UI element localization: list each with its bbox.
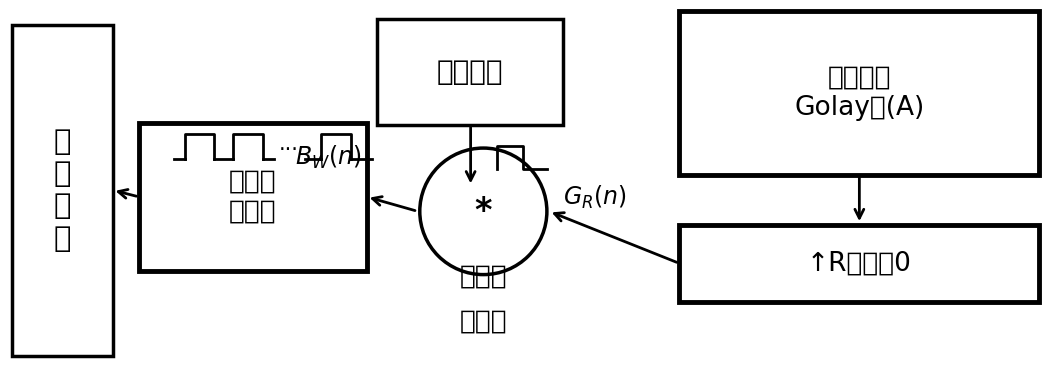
- Bar: [12, 24, 113, 356]
- Text: $G_R(n)$: $G_R(n)$: [563, 184, 627, 211]
- Text: $B_W(n)$: $B_W(n)$: [295, 144, 361, 171]
- Text: ↑R倍内插0: ↑R倍内插0: [807, 250, 912, 276]
- Bar: [139, 123, 366, 271]
- Text: ···: ···: [278, 140, 298, 160]
- Ellipse shape: [419, 148, 547, 275]
- Text: 时序映
射电路: 时序映 射电路: [229, 169, 277, 225]
- Text: 卷积器: 卷积器: [460, 264, 508, 290]
- Text: 调相器: 调相器: [460, 308, 508, 334]
- Text: 发
射
系
统: 发 射 系 统: [53, 128, 71, 253]
- Bar: [377, 19, 563, 125]
- Bar: [680, 11, 1040, 175]
- Bar: [680, 225, 1040, 302]
- Text: *: *: [475, 195, 492, 228]
- Text: 标准基波: 标准基波: [436, 58, 503, 86]
- Text: 正交互补
Golay码(A): 正交互补 Golay码(A): [794, 65, 925, 121]
